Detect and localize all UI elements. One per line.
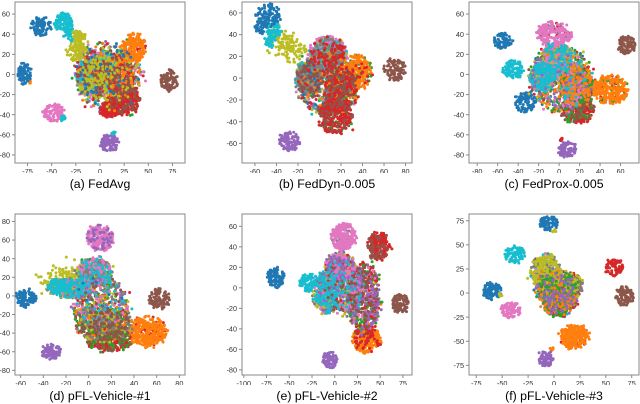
svg-text:-20: -20 <box>61 379 72 385</box>
svg-text:0: 0 <box>6 70 10 79</box>
svg-text:25: 25 <box>576 379 584 385</box>
svg-text:-20: -20 <box>533 167 544 173</box>
svg-text:60: 60 <box>229 222 237 231</box>
svg-text:-60: -60 <box>492 167 503 173</box>
svg-text:-40: -40 <box>271 167 282 173</box>
svg-text:-60: -60 <box>226 139 237 148</box>
svg-text:50: 50 <box>144 167 152 173</box>
svg-text:-75: -75 <box>22 167 33 173</box>
svg-text:40: 40 <box>229 242 237 251</box>
svg-text:-60: -60 <box>0 130 10 139</box>
svg-text:-80: -80 <box>226 365 237 374</box>
svg-text:50: 50 <box>376 379 384 385</box>
svg-text:80: 80 <box>2 217 10 226</box>
svg-text:60: 60 <box>2 236 10 245</box>
svg-text:80: 80 <box>175 379 183 385</box>
svg-text:75: 75 <box>456 216 464 225</box>
svg-text:-50: -50 <box>497 379 508 385</box>
svg-text:20: 20 <box>107 379 115 385</box>
svg-text:60: 60 <box>617 167 625 173</box>
svg-text:20: 20 <box>2 50 10 59</box>
svg-text:-50: -50 <box>284 379 295 385</box>
svg-text:-80: -80 <box>0 366 10 375</box>
svg-text:40: 40 <box>358 167 366 173</box>
svg-text:20: 20 <box>576 167 584 173</box>
svg-text:25: 25 <box>456 265 464 274</box>
svg-text:40: 40 <box>596 167 604 173</box>
svg-text:0: 0 <box>6 292 10 301</box>
svg-text:-60: -60 <box>453 130 464 139</box>
svg-text:-60: -60 <box>15 379 26 385</box>
svg-text:0: 0 <box>333 379 337 385</box>
svg-text:40: 40 <box>130 379 138 385</box>
svg-text:0: 0 <box>460 289 464 298</box>
svg-text:25: 25 <box>353 379 361 385</box>
svg-text:-40: -40 <box>0 110 10 119</box>
svg-text:-40: -40 <box>38 379 49 385</box>
svg-text:-40: -40 <box>226 324 237 333</box>
svg-text:-20: -20 <box>293 167 304 173</box>
svg-text:-40: -40 <box>226 117 237 126</box>
svg-text:-100: -100 <box>237 379 252 385</box>
svg-text:60: 60 <box>229 8 237 17</box>
svg-text:-25: -25 <box>307 379 318 385</box>
svg-text:60: 60 <box>456 10 464 19</box>
svg-text:20: 20 <box>456 50 464 59</box>
svg-text:0: 0 <box>552 379 556 385</box>
svg-text:-80: -80 <box>472 167 483 173</box>
svg-text:-40: -40 <box>513 167 524 173</box>
svg-text:75: 75 <box>168 167 176 173</box>
svg-text:0: 0 <box>233 283 237 292</box>
svg-text:0: 0 <box>460 70 464 79</box>
svg-text:-50: -50 <box>46 167 57 173</box>
svg-text:0: 0 <box>317 167 321 173</box>
svg-text:60: 60 <box>380 167 388 173</box>
svg-text:-75: -75 <box>453 361 464 370</box>
svg-text:-60: -60 <box>0 347 10 356</box>
svg-text:40: 40 <box>456 30 464 39</box>
svg-text:40: 40 <box>2 254 10 263</box>
svg-text:60: 60 <box>2 10 10 19</box>
svg-text:40: 40 <box>2 30 10 39</box>
svg-text:-40: -40 <box>453 110 464 119</box>
svg-text:-25: -25 <box>523 379 534 385</box>
svg-text:-80: -80 <box>453 151 464 160</box>
svg-text:20: 20 <box>229 263 237 272</box>
svg-text:75: 75 <box>628 379 636 385</box>
svg-text:60: 60 <box>153 379 161 385</box>
svg-text:-75: -75 <box>471 379 482 385</box>
svg-text:0: 0 <box>557 167 561 173</box>
svg-text:-60: -60 <box>250 167 261 173</box>
svg-text:50: 50 <box>456 240 464 249</box>
svg-text:20: 20 <box>337 167 345 173</box>
svg-text:-75: -75 <box>261 379 272 385</box>
svg-text:-25: -25 <box>71 167 82 173</box>
svg-text:20: 20 <box>2 273 10 282</box>
svg-text:-60: -60 <box>226 345 237 354</box>
svg-text:-20: -20 <box>226 304 237 313</box>
svg-text:0: 0 <box>98 167 102 173</box>
svg-text:40: 40 <box>229 30 237 39</box>
svg-text:-25: -25 <box>453 313 464 322</box>
svg-text:-50: -50 <box>453 337 464 346</box>
svg-text:-20: -20 <box>453 90 464 99</box>
svg-text:20: 20 <box>229 52 237 61</box>
svg-text:75: 75 <box>399 379 407 385</box>
svg-text:-20: -20 <box>226 96 237 105</box>
svg-text:25: 25 <box>120 167 128 173</box>
svg-text:-80: -80 <box>0 151 10 160</box>
svg-text:-20: -20 <box>0 90 10 99</box>
svg-text:0: 0 <box>233 74 237 83</box>
svg-text:50: 50 <box>602 379 610 385</box>
svg-text:-20: -20 <box>0 310 10 319</box>
svg-text:80: 80 <box>401 167 409 173</box>
svg-text:0: 0 <box>87 379 91 385</box>
svg-text:-40: -40 <box>0 329 10 338</box>
